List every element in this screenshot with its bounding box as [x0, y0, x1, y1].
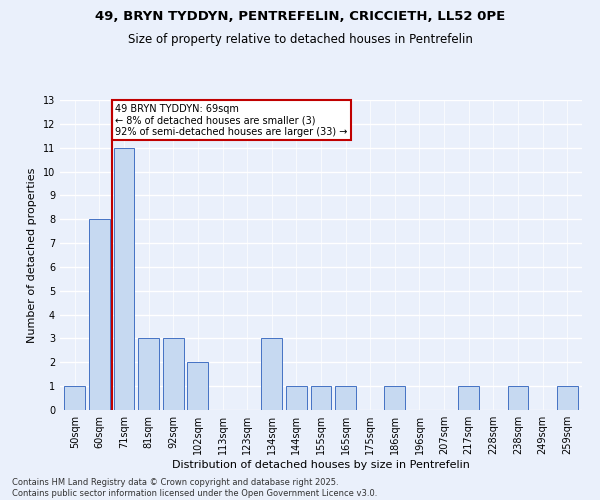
Bar — [508, 386, 529, 410]
Text: 49 BRYN TYDDYN: 69sqm
← 8% of detached houses are smaller (3)
92% of semi-detach: 49 BRYN TYDDYN: 69sqm ← 8% of detached h… — [115, 104, 348, 137]
Bar — [286, 386, 307, 410]
Text: 49, BRYN TYDDYN, PENTREFELIN, CRICCIETH, LL52 0PE: 49, BRYN TYDDYN, PENTREFELIN, CRICCIETH,… — [95, 10, 505, 23]
Bar — [261, 338, 282, 410]
Bar — [64, 386, 85, 410]
Bar — [458, 386, 479, 410]
X-axis label: Distribution of detached houses by size in Pentrefelin: Distribution of detached houses by size … — [172, 460, 470, 470]
Bar — [311, 386, 331, 410]
Bar — [113, 148, 134, 410]
Bar — [163, 338, 184, 410]
Bar — [138, 338, 159, 410]
Y-axis label: Number of detached properties: Number of detached properties — [27, 168, 37, 342]
Bar — [557, 386, 578, 410]
Bar — [89, 219, 110, 410]
Bar — [187, 362, 208, 410]
Bar — [335, 386, 356, 410]
Text: Size of property relative to detached houses in Pentrefelin: Size of property relative to detached ho… — [128, 32, 472, 46]
Bar — [385, 386, 406, 410]
Text: Contains HM Land Registry data © Crown copyright and database right 2025.
Contai: Contains HM Land Registry data © Crown c… — [12, 478, 377, 498]
